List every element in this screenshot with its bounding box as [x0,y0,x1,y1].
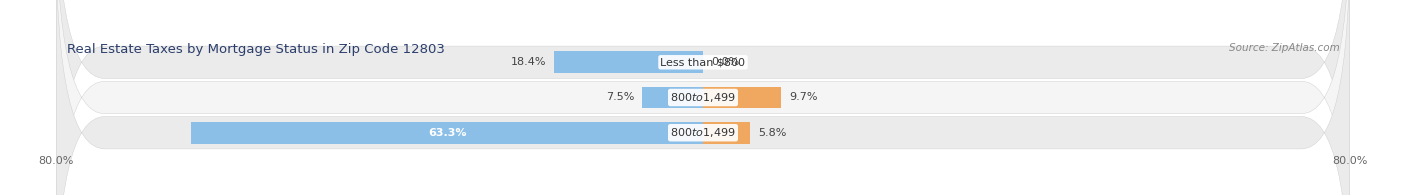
Bar [554,51,703,73]
Bar [703,87,782,108]
Text: 63.3%: 63.3% [427,128,467,138]
Text: $800 to $1,499: $800 to $1,499 [671,126,735,139]
Text: Source: ZipAtlas.com: Source: ZipAtlas.com [1229,43,1340,53]
FancyBboxPatch shape [56,0,1350,195]
Bar [643,87,703,108]
FancyBboxPatch shape [56,0,1350,195]
Text: 18.4%: 18.4% [510,57,546,67]
Bar [703,122,749,144]
Text: 7.5%: 7.5% [606,92,634,103]
Text: 0.0%: 0.0% [711,57,740,67]
Text: $800 to $1,499: $800 to $1,499 [671,91,735,104]
Text: Less than $800: Less than $800 [661,57,745,67]
Text: Real Estate Taxes by Mortgage Status in Zip Code 12803: Real Estate Taxes by Mortgage Status in … [66,43,444,56]
FancyBboxPatch shape [56,0,1350,195]
Text: 9.7%: 9.7% [790,92,818,103]
Bar [191,122,703,144]
Text: 5.8%: 5.8% [758,128,786,138]
